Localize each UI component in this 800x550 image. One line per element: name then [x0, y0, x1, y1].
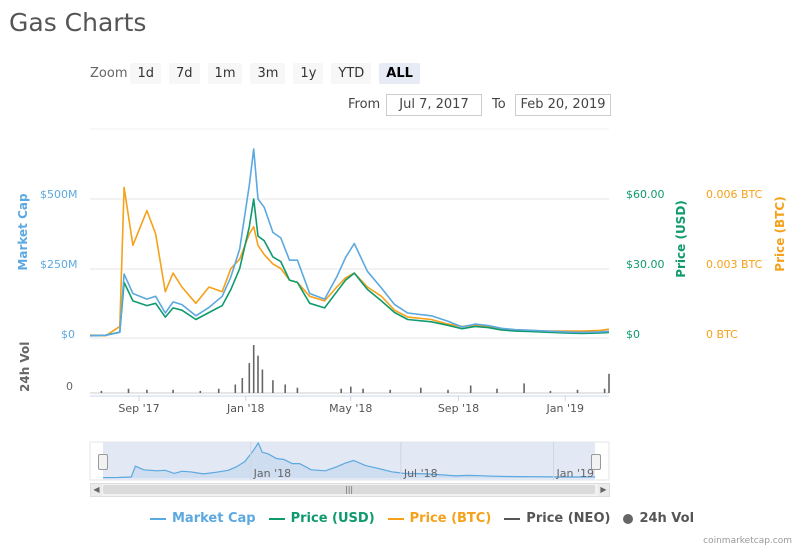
series-line-market-cap	[89, 148, 610, 337]
volume-bar	[146, 389, 148, 393]
scroll-left-arrow-icon[interactable]: ◀	[91, 484, 102, 496]
volume-bar	[172, 389, 174, 393]
legend-price-usd[interactable]: Price (USD)	[268, 511, 375, 526]
scrollbar-thumb[interactable]	[103, 485, 595, 494]
x-tick-label: Jan '19	[545, 402, 583, 415]
legend-line-icon	[504, 517, 521, 520]
scrollbar-grip-icon: |||	[345, 485, 354, 494]
usd-tick-0: $0	[626, 328, 640, 341]
left-tick-500m: $500M	[40, 188, 78, 201]
zoom-1d-button[interactable]: 1d	[130, 62, 162, 84]
volume-bar	[469, 385, 472, 393]
legend-label: 24h Vol	[639, 511, 695, 526]
series-line-price-usd	[89, 198, 610, 337]
legend-24h-vol[interactable]: 24h Vol	[623, 511, 694, 526]
volume-bar	[608, 373, 610, 393]
market-cap-axis-title: Market Cap	[16, 193, 30, 271]
btc-axis-title: Price (BTC)	[773, 196, 787, 272]
navigator-right-handle[interactable]	[591, 454, 601, 470]
volume-tick-0: 0	[66, 380, 73, 393]
scroll-right-arrow-icon[interactable]: ▶	[598, 484, 609, 496]
legend-dot-icon	[623, 513, 634, 524]
btc-tick-0: 0 BTC	[706, 328, 738, 341]
zoom-7d-button[interactable]: 7d	[169, 62, 200, 84]
usd-tick-30: $30.00	[626, 258, 665, 271]
zoom-label: Zoom	[90, 65, 128, 81]
x-tick-label: Sep '17	[118, 402, 159, 415]
left-tick-250m: $250M	[40, 258, 78, 271]
x-tick-label: May '18	[329, 402, 372, 415]
volume-bar	[340, 388, 342, 393]
page-title: Gas Charts	[9, 8, 147, 37]
volume-bar	[257, 355, 259, 393]
navigator-frame	[89, 441, 610, 481]
zoom-3m-button[interactable]: 3m	[250, 62, 286, 84]
navigator-left-handle[interactable]	[98, 454, 108, 470]
left-tick-0: $0	[61, 328, 75, 341]
legend-label: Price (USD)	[290, 511, 375, 526]
legend-label: Price (BTC)	[409, 511, 492, 526]
volume-bar	[261, 369, 264, 393]
volume-bar	[523, 383, 525, 393]
series-line-price-btc	[89, 186, 610, 337]
volume-bar	[362, 388, 364, 393]
volume-bar	[199, 390, 202, 393]
navigator-selection	[103, 442, 595, 480]
volume-bar	[603, 388, 606, 393]
zoom-ytd-button[interactable]: YTD	[331, 62, 372, 84]
legend-line-icon	[387, 517, 404, 520]
volume-bar	[447, 389, 449, 393]
volume-bar	[420, 387, 422, 393]
navigator-line	[102, 441, 596, 479]
usd-tick-60: $60.00	[626, 188, 665, 201]
btc-tick-0003: 0.003 BTC	[706, 258, 763, 271]
to-date-input[interactable]: Feb 20, 2019	[515, 94, 611, 116]
legend-line-icon	[150, 517, 166, 520]
zoom-1y-button[interactable]: 1y	[293, 62, 324, 84]
legend-label: Market Cap	[172, 511, 256, 526]
navigator-tick-label: Jan '19	[556, 467, 594, 480]
volume-bar	[241, 378, 244, 393]
scrollbar-track[interactable]: ◀ ▶ |||	[90, 483, 610, 497]
x-tick-label: Jan '18	[226, 402, 264, 415]
navigator-tick-label: Jul '18	[403, 467, 438, 480]
chart-legend: Market Cap Price (USD) Price (BTC) Price…	[150, 511, 707, 526]
volume-bar	[576, 389, 579, 393]
from-date-input[interactable]: Jul 7, 2017	[386, 94, 482, 116]
navigator-tick-label: Jan '18	[253, 467, 291, 480]
legend-line-icon	[268, 517, 285, 520]
volume-bar	[284, 384, 286, 393]
navigator-area	[103, 443, 595, 478]
credit-text: coinmarketcap.com	[703, 536, 792, 546]
legend-price-neo[interactable]: Price (NEO)	[504, 511, 610, 526]
volume-bar	[549, 390, 552, 393]
zoom-controls: Zoom 1d 7d 1m 3m 1y YTD ALL	[90, 62, 428, 84]
volume-bar	[272, 380, 274, 393]
volume-bar	[496, 388, 498, 393]
volume-bar	[248, 363, 251, 393]
volume-bar	[389, 389, 391, 393]
volume-bar	[127, 388, 130, 393]
x-tick-label: Sep '18	[438, 402, 479, 415]
legend-label: Price (NEO)	[526, 511, 611, 526]
volume-bar	[296, 387, 299, 393]
legend-market-cap[interactable]: Market Cap	[150, 511, 256, 526]
zoom-all-button[interactable]: ALL	[379, 62, 420, 84]
volume-bar	[217, 388, 220, 393]
zoom-1m-button[interactable]: 1m	[207, 62, 243, 84]
volume-bar	[100, 390, 103, 393]
volume-bar	[234, 384, 237, 393]
legend-price-btc[interactable]: Price (BTC)	[387, 511, 492, 526]
usd-axis-title: Price (USD)	[674, 200, 688, 278]
btc-tick-0006: 0.006 BTC	[706, 188, 763, 201]
volume-axis-title: 24h Vol	[18, 341, 32, 392]
volume-bar	[350, 386, 352, 393]
from-label: From	[348, 97, 381, 112]
volume-bar	[252, 345, 255, 393]
to-label: To	[492, 97, 506, 112]
